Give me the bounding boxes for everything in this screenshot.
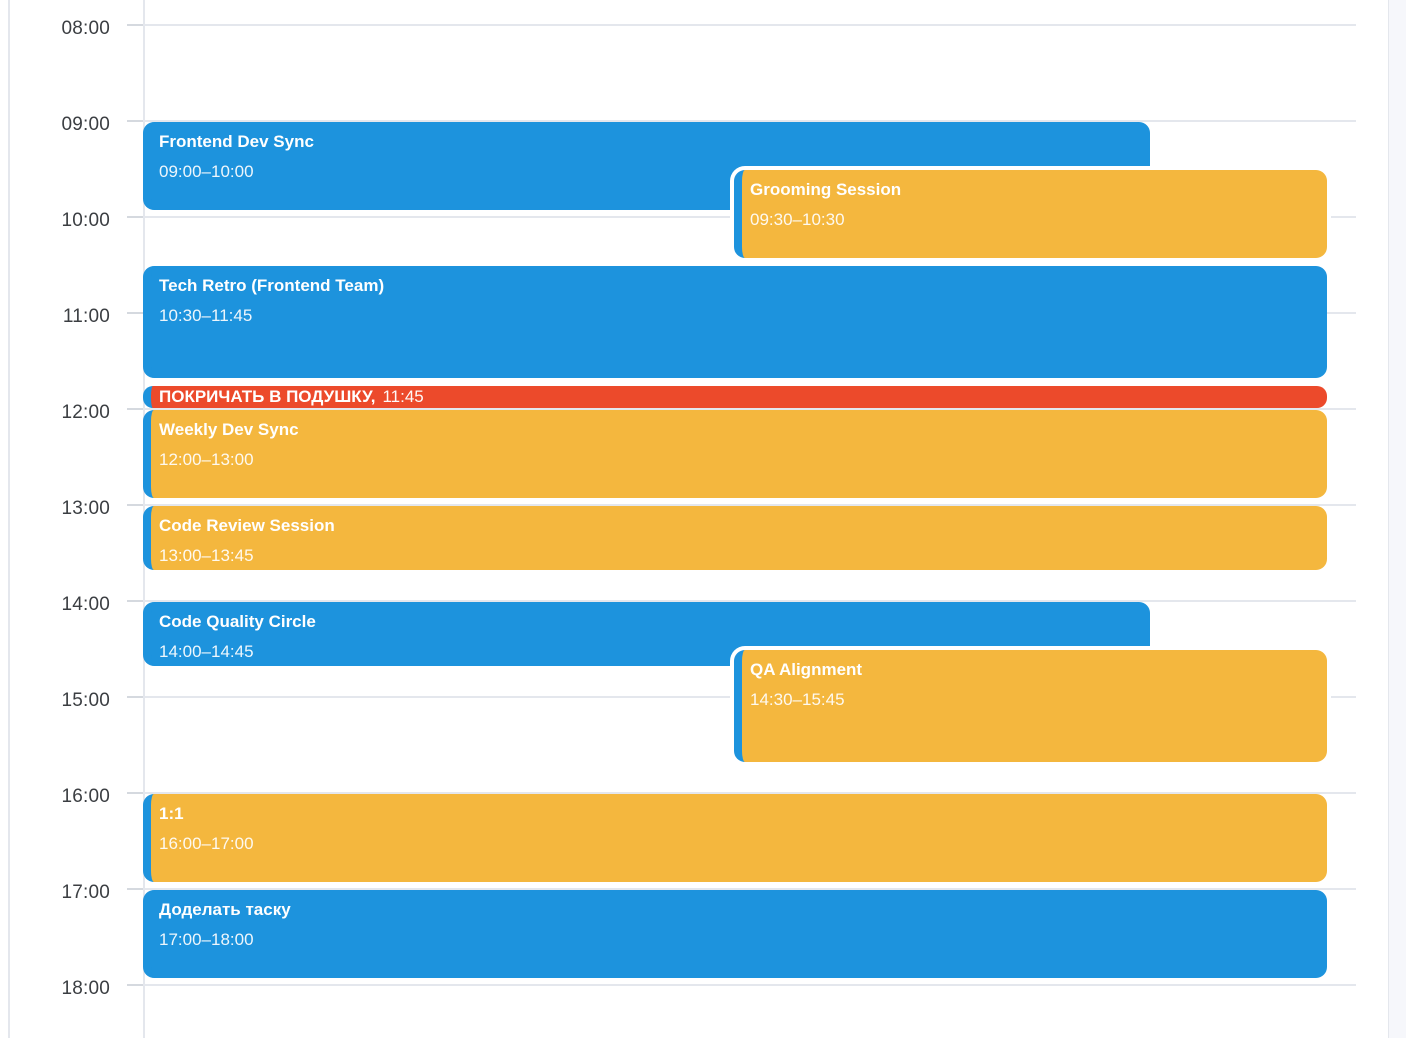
hour-tick [127,792,143,794]
reminder-chip[interactable]: ПОКРИЧАТЬ В ПОДУШКУ, 11:45 [143,386,1327,408]
hour-label: 15:00 [61,690,110,711]
hour-tick [127,408,143,410]
hour-gridline [143,408,1356,410]
event-time: 11:45 [382,387,424,406]
hour-tick [127,696,143,698]
event-title: Weekly Dev Sync [159,420,299,439]
hour-label: 09:00 [61,114,110,135]
hour-tick [127,24,143,26]
hour-label: 17:00 [61,882,110,903]
event-card[interactable]: QA Alignment 14:30–15:45 [734,650,1327,762]
event-time: 17:00–18:00 [159,930,254,949]
hour-label: 12:00 [61,402,110,423]
hour-label: 14:00 [61,594,110,615]
hour-tick [127,984,143,986]
gutter-left-divider [8,0,10,1038]
hour-label: 18:00 [61,978,110,999]
hour-gridline [143,24,1356,26]
event-card[interactable]: Code Review Session 13:00–13:45 [143,506,1327,570]
event-title: ПОКРИЧАТЬ В ПОДУШКУ, [159,387,376,406]
hour-tick [127,120,143,122]
event-title: Доделать таску [159,900,291,919]
hour-tick [127,312,143,314]
event-time: 09:30–10:30 [750,210,845,229]
event-title: Code Quality Circle [159,612,316,631]
hour-tick [127,600,143,602]
event-time: 09:00–10:00 [159,162,254,181]
hour-gridline [143,984,1356,986]
hour-label: 11:00 [62,306,110,327]
event-title: Code Review Session [159,516,335,535]
event-time: 10:30–11:45 [159,306,253,325]
event-card[interactable]: Weekly Dev Sync 12:00–13:00 [143,410,1327,498]
hour-label: 16:00 [61,786,110,807]
event-title: QA Alignment [750,660,863,679]
event-card[interactable]: Доделать таску 17:00–18:00 [143,890,1327,978]
hour-label: 13:00 [61,498,110,519]
hour-gridline [143,792,1356,794]
event-title: Grooming Session [750,180,902,199]
event-card[interactable]: 1:1 16:00–17:00 [143,794,1327,882]
hour-gridline [143,888,1356,890]
adjacent-day-column [1388,0,1406,1038]
hour-tick [127,504,143,506]
hour-label: 10:00 [61,210,110,231]
event-time: 14:30–15:45 [750,690,845,709]
event-card[interactable]: Grooming Session 09:30–10:30 [734,170,1327,258]
event-card[interactable]: Tech Retro (Frontend Team) 10:30–11:45 [143,266,1327,378]
hour-tick [127,888,143,890]
hour-gridline [143,504,1356,506]
hour-gridline [143,600,1356,602]
hour-gridline [143,120,1356,122]
event-time: 14:00–14:45 [159,642,254,661]
event-time: 12:00–13:00 [159,450,254,469]
hour-label: 08:00 [61,18,110,39]
hour-tick [127,216,143,218]
event-title: Tech Retro (Frontend Team) [159,276,385,295]
event-time: 16:00–17:00 [159,834,254,853]
event-title: 1:1 [159,804,184,823]
event-time: 13:00–13:45 [159,546,254,565]
event-title: Frontend Dev Sync [159,132,314,151]
